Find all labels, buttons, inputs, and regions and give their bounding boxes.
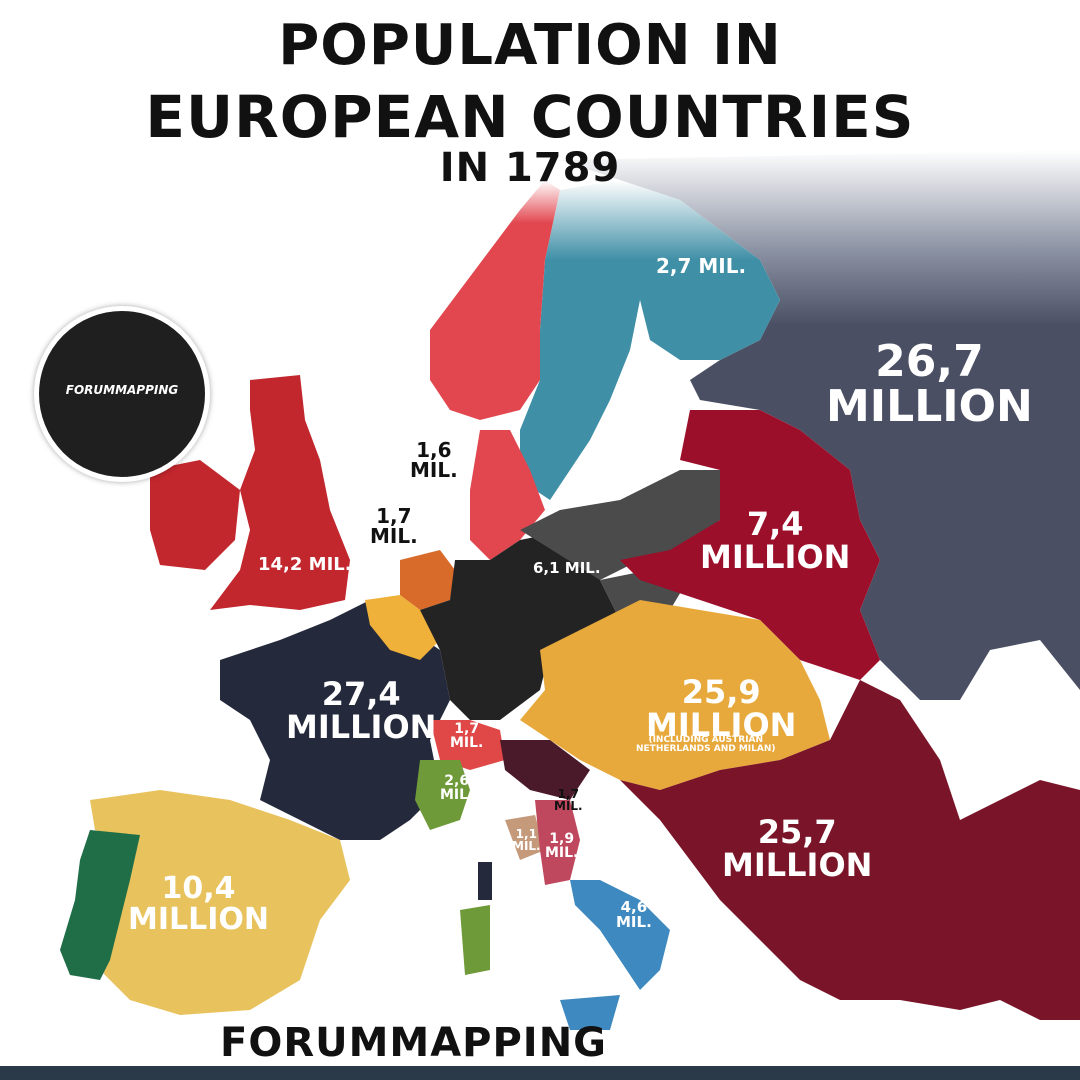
austrian-netherlands-region [365,595,440,660]
label-swiss: 1,7 MIL. [450,721,484,752]
label-prussia: 6,1 MIL. [533,559,601,577]
bottom-bar [0,1066,1080,1080]
sicily-island [560,995,620,1030]
footer-brand: FORUMMAPPING [220,1020,607,1066]
poland-region [620,410,880,680]
sardinia-piedmont-region [415,760,470,830]
dutch-region [400,550,455,610]
venice-region [500,740,590,800]
france-region [220,600,450,840]
sweden-region [520,180,780,500]
label-austria-note: (INCLUDING AUSTRIAN NETHERLANDS AND MILA… [636,735,776,755]
swiss-region [430,720,505,770]
portugal-region [60,830,140,980]
label-papal: 1,9 MIL. [545,831,579,862]
austria-region [520,600,830,790]
russia-region [560,150,1080,700]
hre-region [420,530,620,720]
label-dutch: 1,7 MIL. [370,504,418,549]
label-tuscany: 1,1 MIL. [512,827,541,854]
sardinia-island [460,905,490,975]
label-austria: 25,9 MILLION [646,673,797,744]
label-spain: 10,4 MILLION [128,871,270,937]
papal-region [535,800,580,885]
title-line-2: EUROPEAN COUNTRIES [145,83,915,151]
label-britain: 14,2 MIL. [258,554,352,575]
label-ottoman: 25,7 MILLION [722,813,873,884]
label-naples: 4,6 MIL. [616,898,652,932]
label-venice: 1,7 MIL. [554,787,583,814]
ireland-region [150,460,240,570]
label-sweden: 2,7 MIL. [656,254,747,278]
label-france: 27,4 MILLION [286,675,437,746]
label-sardinia: 2,6 MIL. [440,773,474,804]
label-poland: 7,4 MILLION [700,505,851,576]
naples-region [570,880,670,990]
title-line-3: IN 1789 [439,145,621,191]
badge-logo-text: FORUMMAPPING [65,383,179,397]
tuscany-region [505,815,545,860]
title-line-1: POPULATION IN [278,13,782,78]
label-denmark: 1,6 MIL. [410,438,458,483]
corsica-island [478,862,492,900]
forummapping-logo-badge: FORUMMAPPING [34,306,210,482]
prussia-region [520,470,720,640]
label-russia: 26,7 MILLION [826,336,1033,432]
britain-region [210,375,350,610]
spain-region [90,790,350,1015]
ottoman-region [620,680,1080,1020]
norway-region [430,180,560,420]
